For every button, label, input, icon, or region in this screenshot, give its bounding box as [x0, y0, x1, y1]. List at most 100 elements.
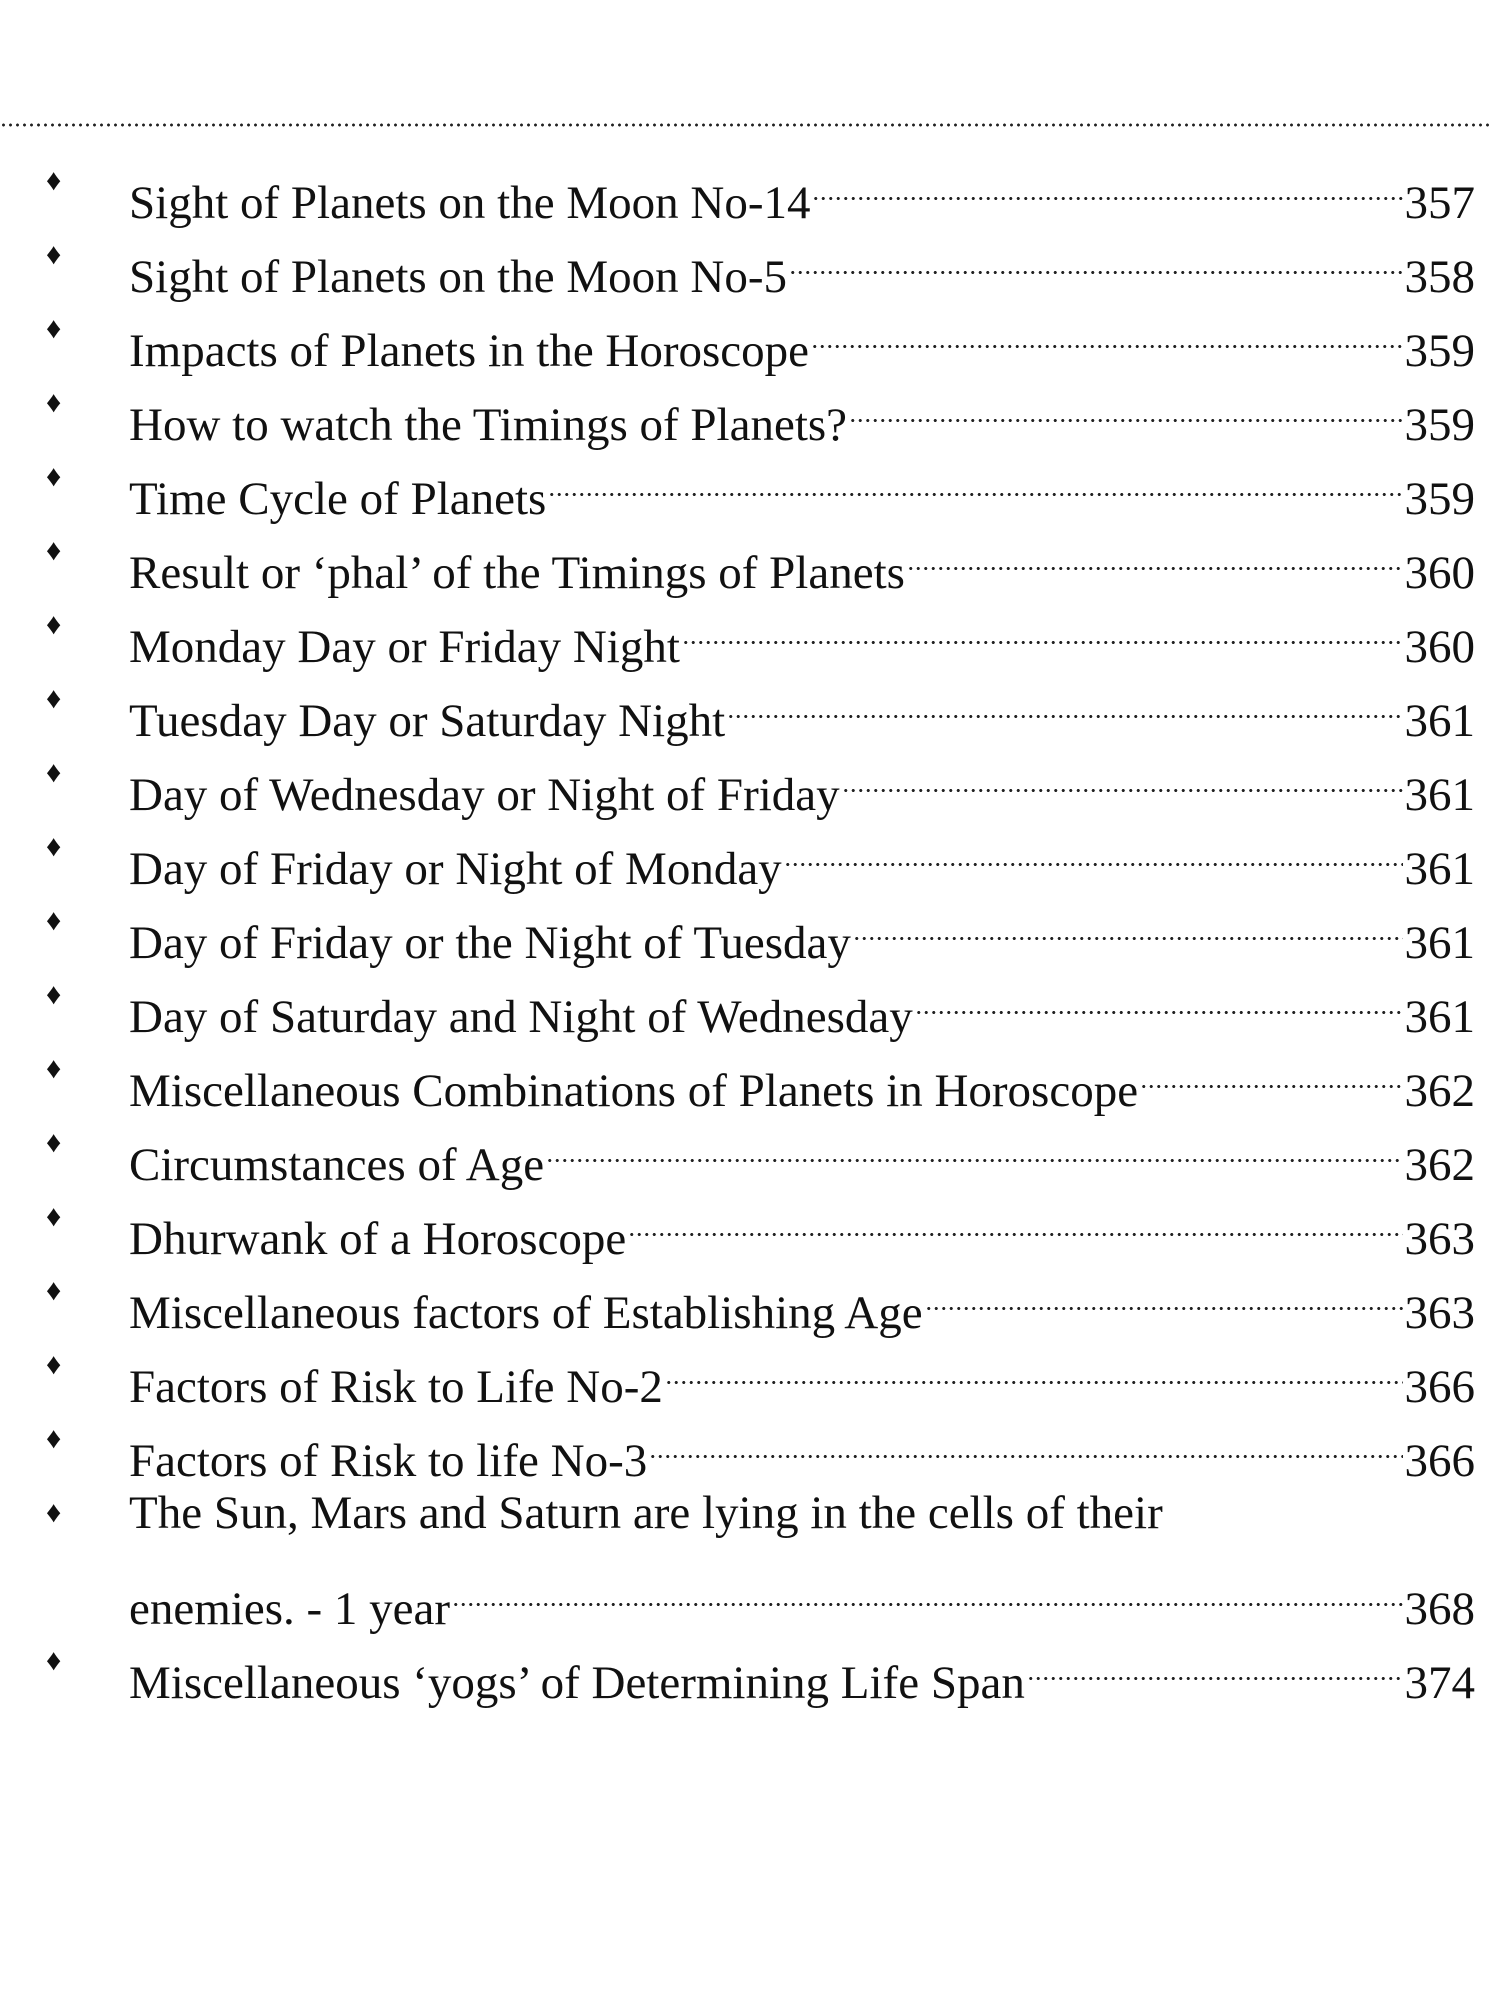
toc-entry-title: Day of Saturday and Night of Wednesday [129, 991, 913, 1043]
toc-entry-page: 361 [1404, 917, 1476, 969]
diamond-bullet-icon: ♦ [46, 682, 62, 715]
diamond-bullet-icon: ♦ [46, 756, 62, 789]
toc-entry[interactable]: ♦ Result or ‘phal’ of the Timings of Plan… [40, 514, 1475, 599]
diamond-bullet-icon: ♦ [46, 608, 62, 641]
toc-entry-title: Tuesday Day or Saturday Night [129, 695, 726, 747]
toc-entry-title: Miscellaneous Combinations of Planets in… [129, 1065, 1139, 1117]
dot-leader [452, 1550, 1403, 1624]
diamond-bullet-icon: ♦ [46, 460, 62, 493]
dot-leader [914, 958, 1403, 1032]
toc-entry-page: 363 [1404, 1213, 1476, 1265]
toc-entry[interactable]: ♦ Time Cycle of Planets 359 [40, 440, 1475, 525]
toc-entry-title: Factors of Risk to life No-3 [129, 1435, 648, 1487]
toc-entry-page: 361 [1404, 843, 1476, 895]
toc-entry-title: Sight of Planets on the Moon No-5 [129, 251, 787, 303]
toc-entry[interactable]: ♦ Dhurwank of a Horoscope 363 [40, 1180, 1475, 1265]
toc-entry-page: 359 [1404, 325, 1476, 377]
toc-entry-title: How to watch the Timings of Planets? [129, 399, 848, 451]
toc-entry[interactable]: ♦ Day of Friday or Night of Monday 361 [40, 810, 1475, 895]
toc-entry-title: Sight of Planets on the Moon No-14 [129, 177, 811, 229]
diamond-bullet-icon: ♦ [46, 978, 62, 1011]
diamond-bullet-icon: ♦ [46, 1348, 62, 1381]
diamond-bullet-icon: ♦ [46, 904, 62, 937]
toc-entry-title: The Sun, Mars and Saturn are lying in th… [129, 1487, 1163, 1539]
toc-entry-title: Day of Friday or Night of Monday [129, 843, 782, 895]
toc-entry-page: 361 [1404, 695, 1476, 747]
toc-entry[interactable]: ♦ Sight of Planets on the Moon No-5 358 [40, 218, 1475, 303]
toc-entry[interactable]: ♦ Monday Day or Friday Night 360 [40, 588, 1475, 673]
dot-leader [548, 440, 1403, 514]
toc-entry-title-continued: enemies. - 1 year [129, 1583, 451, 1635]
toc-entry-page: 361 [1404, 991, 1476, 1043]
toc-entry-title: Factors of Risk to Life No-2 [129, 1361, 663, 1413]
diamond-bullet-icon: ♦ [46, 1052, 62, 1085]
dot-leader [628, 1180, 1403, 1254]
diamond-bullet-icon: ♦ [46, 1496, 62, 1529]
dot-leader [664, 1328, 1403, 1402]
dot-leader [546, 1106, 1403, 1180]
dot-leader [1026, 1624, 1403, 1698]
toc-entry[interactable]: ♦ Miscellaneous factors of Establishing A… [40, 1254, 1475, 1339]
diamond-bullet-icon: ♦ [46, 238, 62, 271]
dot-leader [906, 514, 1403, 588]
toc-entry[interactable]: ♦ Miscellaneous Combinations of Planets i… [40, 1032, 1475, 1117]
toc-entry[interactable]: ♦ Day of Wednesday or Night of Friday 361 [40, 736, 1475, 821]
diamond-bullet-icon: ♦ [46, 1126, 62, 1159]
toc-entry-title: Day of Wednesday or Night of Friday [129, 769, 840, 821]
toc-entry[interactable]: ♦ How to watch the Timings of Planets? 359 [40, 366, 1475, 451]
toc-entry[interactable]: ♦ Sight of Planets on the Moon No-14 357 [40, 144, 1475, 229]
toc-entry-page: 359 [1404, 473, 1476, 525]
diamond-bullet-icon: ♦ [46, 312, 62, 345]
dot-leader [812, 144, 1403, 218]
diamond-bullet-icon: ♦ [46, 1274, 62, 1307]
toc-entry-page: 362 [1404, 1139, 1476, 1191]
toc-entry[interactable]: ♦ Factors of Risk to life No-3 366 [40, 1402, 1475, 1487]
diamond-bullet-icon: ♦ [46, 830, 62, 863]
toc-entry-title: Dhurwank of a Horoscope [129, 1213, 627, 1265]
toc-entry-page: 374 [1404, 1657, 1476, 1709]
diamond-bullet-icon: ♦ [46, 1422, 62, 1455]
dot-leader [849, 366, 1403, 440]
toc-entry-title: Circumstances of Age [129, 1139, 545, 1191]
toc-entry[interactable]: ♦ Tuesday Day or Saturday Night 361 [40, 662, 1475, 747]
toc-entry[interactable]: ♦ Miscellaneous ‘yogs’ of Determining Lif… [40, 1624, 1475, 1709]
toc-entry[interactable]: ♦ Factors of Risk to Life No-2 366 [40, 1328, 1475, 1413]
toc-entry-page: 357 [1404, 177, 1476, 229]
dot-leader [649, 1402, 1403, 1476]
toc-entry-title: Miscellaneous ‘yogs’ of Determining Life… [129, 1657, 1025, 1709]
toc-entry-title: Impacts of Planets in the Horoscope [129, 325, 810, 377]
toc-entry-page: 360 [1404, 621, 1476, 673]
toc-entry-page: 368 [1404, 1583, 1476, 1635]
dot-leader [1140, 1032, 1403, 1106]
diamond-bullet-icon: ♦ [46, 534, 62, 567]
toc-entry[interactable]: ♦ Impacts of Planets in the Horoscope 359 [40, 292, 1475, 377]
dot-leader [788, 218, 1403, 292]
toc-entry-page: 366 [1404, 1361, 1476, 1413]
dotted-separator [0, 122, 1492, 128]
toc-entry[interactable]: ♦ Day of Friday or the Night of Tuesday 36… [40, 884, 1475, 969]
toc-entry-title: Result or ‘phal’ of the Timings of Plane… [129, 547, 905, 599]
toc-entry-title: Miscellaneous factors of Establishing Ag… [129, 1287, 923, 1339]
toc-entry-page: 359 [1404, 399, 1476, 451]
toc-entry-title: Time Cycle of Planets [129, 473, 547, 525]
dot-leader [841, 736, 1403, 810]
toc-entry-page: 362 [1404, 1065, 1476, 1117]
diamond-bullet-icon: ♦ [46, 164, 62, 197]
dot-leader [811, 292, 1403, 366]
toc-entry-page: 366 [1404, 1435, 1476, 1487]
toc-entry[interactable]: ♦ The Sun, Mars and Saturn are lying in t… [40, 1476, 1475, 1635]
toc-entry-page: 358 [1404, 251, 1476, 303]
diamond-bullet-icon: ♦ [46, 386, 62, 419]
dot-leader [727, 662, 1403, 736]
toc-entry-page: 360 [1404, 547, 1476, 599]
toc-entry[interactable]: ♦ Day of Saturday and Night of Wednesday 3… [40, 958, 1475, 1043]
diamond-bullet-icon: ♦ [46, 1200, 62, 1233]
table-of-contents: ♦ Sight of Planets on the Moon No-14 357 ♦ S… [40, 144, 1475, 1709]
diamond-bullet-icon: ♦ [46, 1644, 62, 1677]
toc-entry-page: 363 [1404, 1287, 1476, 1339]
toc-entry-page: 361 [1404, 769, 1476, 821]
dot-leader [924, 1254, 1403, 1328]
dot-leader [852, 884, 1403, 958]
toc-entry[interactable]: ♦ Circumstances of Age 362 [40, 1106, 1475, 1191]
dot-leader [681, 588, 1403, 662]
